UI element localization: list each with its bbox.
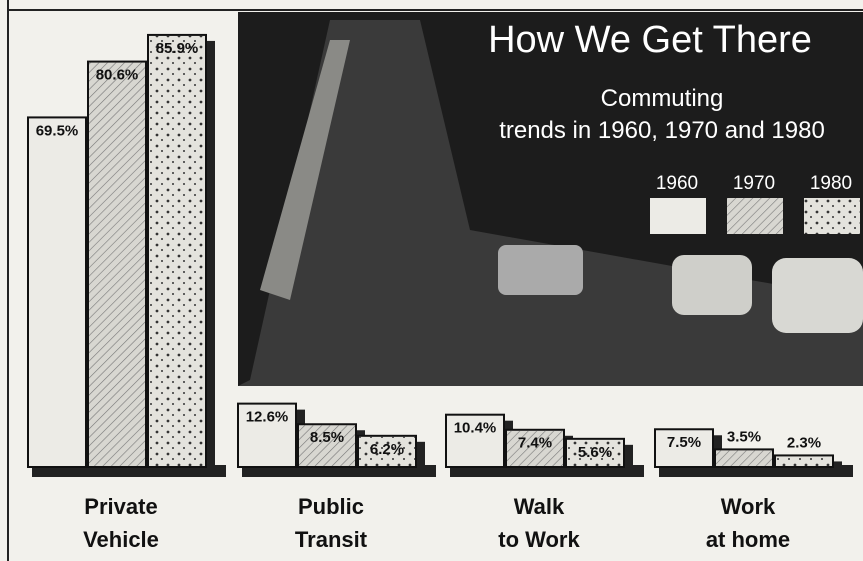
photo-car (498, 245, 583, 295)
chart: How We Get There Commutingtrends in 1960… (0, 0, 863, 561)
photo-car (672, 255, 752, 315)
value-label: 6.2% (370, 441, 404, 458)
value-label: 8.5% (310, 429, 344, 446)
value-label: 7.4% (518, 435, 552, 452)
value-label: 80.6% (96, 67, 139, 84)
value-label: 5.6% (578, 444, 612, 461)
value-label: 69.5% (36, 122, 79, 139)
value-label: 10.4% (454, 420, 497, 437)
photo-car (772, 258, 863, 333)
bar-pattern (29, 118, 85, 466)
bar-pattern (716, 450, 772, 466)
legend-label: 1960 (656, 173, 698, 194)
bar-pattern (776, 456, 832, 466)
bar-pattern (149, 36, 205, 466)
legend-label: 1970 (733, 173, 775, 194)
value-label: 12.6% (246, 409, 289, 426)
value-label: 7.5% (667, 434, 701, 451)
legend-label: 1980 (810, 173, 852, 194)
legend-swatch-pattern (650, 198, 706, 234)
value-label: 2.3% (787, 434, 821, 451)
chart-title: How We Get There (488, 19, 812, 61)
legend-swatch-pattern (727, 198, 783, 234)
page: How We Get There Commutingtrends in 1960… (0, 0, 863, 561)
bar-pattern (89, 63, 145, 466)
legend-swatch-pattern (804, 198, 860, 234)
value-label: 85.9% (156, 40, 199, 57)
value-label: 3.5% (727, 428, 761, 445)
